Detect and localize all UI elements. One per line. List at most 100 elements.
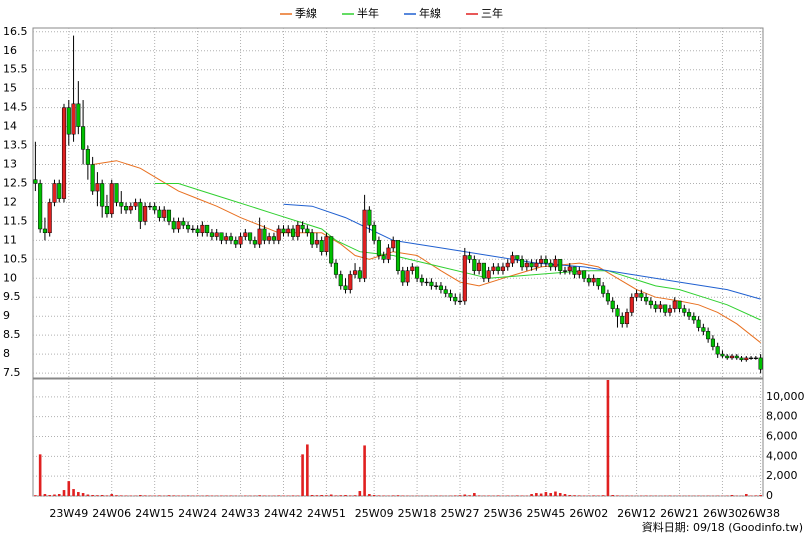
candle-body — [481, 262, 486, 279]
candle-body — [520, 259, 525, 268]
candle-body — [457, 300, 463, 303]
volume-bar — [730, 495, 734, 496]
y-tick-label: 9 — [3, 309, 10, 322]
volume-bar — [38, 454, 42, 496]
ma-line — [154, 183, 761, 321]
y-tick-label: 12.5 — [3, 176, 28, 189]
candle-body — [682, 308, 687, 313]
candle-body — [357, 270, 362, 279]
volume-bar — [453, 495, 457, 496]
volume-bar — [325, 495, 328, 496]
candle-body — [505, 262, 510, 268]
y-tick-label: 8.5 — [3, 328, 21, 341]
volume-bar — [339, 495, 343, 496]
candle-body — [467, 255, 472, 260]
candle-body — [686, 312, 692, 317]
candle-body — [591, 278, 596, 283]
candle-body — [758, 357, 763, 370]
y-tick-label: 10.5 — [3, 252, 28, 265]
candle-body — [386, 247, 391, 260]
candle-body — [233, 240, 238, 245]
volume-bar — [62, 490, 66, 496]
candle-body — [372, 224, 377, 241]
candle-body — [610, 300, 615, 309]
candle-body — [128, 205, 133, 211]
volume-bar — [119, 495, 123, 496]
candle-body — [515, 255, 520, 260]
volume-bar — [53, 494, 56, 496]
volume-bar — [463, 494, 467, 496]
volume-bar — [549, 493, 552, 496]
volume-bar — [320, 495, 323, 496]
volume-bar — [167, 495, 171, 496]
candle-body — [620, 315, 625, 325]
volume-bar — [57, 494, 61, 496]
candle-body — [639, 293, 644, 298]
candle-body — [577, 270, 582, 275]
candle-body — [76, 103, 81, 127]
candle-body — [586, 278, 591, 283]
candle-body — [658, 304, 663, 309]
candle-body — [400, 270, 405, 283]
volume-panel — [32, 378, 764, 497]
x-tick-label: 23W49 — [49, 507, 88, 520]
candle-body — [395, 240, 401, 271]
volume-tick-label: 8,000 — [766, 410, 798, 423]
candle-body — [667, 308, 673, 313]
volume-bar — [205, 495, 209, 496]
ma-line — [283, 203, 761, 300]
volume-bar — [310, 495, 314, 496]
candle-body — [181, 221, 186, 226]
candle-body — [367, 209, 372, 226]
x-tick-label: 25W36 — [484, 507, 523, 520]
candle-body — [601, 285, 606, 294]
candle-body — [319, 240, 324, 252]
candle-body — [429, 281, 434, 287]
volume-bar — [315, 495, 319, 496]
candle-body — [486, 270, 491, 279]
candle-body — [562, 270, 568, 272]
candle-body — [157, 209, 162, 218]
candle-body — [629, 296, 634, 313]
candle-body — [248, 232, 253, 241]
volume-bar — [105, 495, 109, 496]
volume-bar — [258, 495, 261, 496]
volume-bar — [291, 495, 295, 496]
candle-body — [171, 221, 176, 230]
volume-bar — [277, 495, 281, 496]
candle-body — [558, 259, 563, 271]
candle-body — [238, 236, 243, 245]
candle-body — [462, 255, 467, 302]
candle-body — [410, 266, 415, 271]
candle-body — [314, 240, 319, 245]
candle-body — [644, 296, 649, 302]
candle-body — [443, 289, 448, 294]
candle-body — [138, 202, 143, 222]
volume-bar — [759, 495, 762, 496]
volume-bar — [377, 495, 381, 496]
volume-bar — [306, 444, 309, 496]
volume-bar — [115, 495, 118, 496]
candle-body — [510, 255, 515, 264]
candle-body — [376, 240, 381, 256]
candle-body — [605, 293, 610, 302]
candle-body — [710, 338, 715, 347]
candle-body — [61, 107, 67, 199]
volume-bar — [353, 495, 357, 496]
y-tick-label: 9.5 — [3, 290, 21, 303]
volume-bar — [745, 494, 748, 496]
candle-body — [123, 205, 129, 211]
volume-tick-label: 2,000 — [766, 469, 798, 482]
candle-body — [147, 205, 152, 208]
candle-body — [715, 346, 720, 355]
volume-bar — [611, 495, 615, 496]
candle-body — [438, 285, 443, 290]
candle-body — [663, 304, 668, 313]
volume-bar — [558, 493, 562, 496]
volume-bar — [606, 379, 610, 496]
x-tick-label: 26W02 — [569, 507, 608, 520]
candle-body — [381, 255, 386, 260]
x-tick-label: 24W33 — [221, 507, 260, 520]
candle-body — [572, 266, 577, 275]
